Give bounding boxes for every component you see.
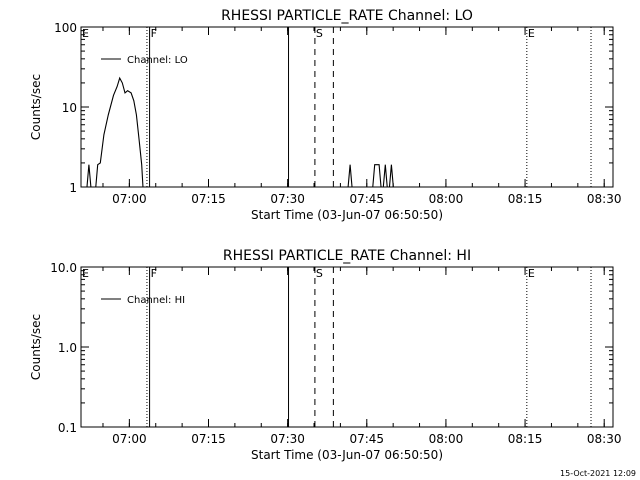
x-tick-label: 07:45 — [349, 192, 384, 206]
event-marker-label: S — [316, 27, 323, 40]
x-tick-label: 08:15 — [508, 192, 543, 206]
y-tick-label: 10.0 — [50, 261, 77, 275]
x-axis-label: Start Time (03-Jun-07 06:50:50) — [251, 208, 443, 222]
x-tick-label: 07:15 — [191, 192, 226, 206]
y-tick-label: 0.1 — [58, 421, 77, 435]
plot-area — [86, 27, 592, 187]
x-tick-label: 07:30 — [270, 192, 305, 206]
y-tick-label: 10 — [62, 101, 77, 115]
legend-label: Channel: LO — [127, 55, 188, 66]
chart-title: RHESSI PARTICLE_RATE Channel: LO — [221, 8, 473, 24]
event-marker-label: F — [151, 267, 157, 280]
event-marker-label: E — [82, 267, 89, 280]
plot-frame — [80, 266, 614, 428]
x-tick-label: 07:00 — [112, 432, 147, 446]
data-series-line — [347, 164, 353, 187]
data-series-line — [95, 76, 144, 187]
x-axis-label: Start Time (03-Jun-07 06:50:50) — [251, 448, 443, 462]
legend-label: Channel: HI — [127, 295, 185, 306]
event-marker-label: E — [82, 27, 89, 40]
data-series-line — [372, 164, 382, 187]
x-tick-label: 08:30 — [587, 432, 622, 446]
plot-area — [146, 267, 592, 427]
y-axis-label: Counts/sec — [29, 314, 43, 380]
x-tick-label: 07:00 — [112, 192, 147, 206]
x-tick-label: 07:45 — [349, 432, 384, 446]
chart-panel-1: RHESSI PARTICLE_RATE Channel: HI E F S E 07:0… — [29, 248, 622, 462]
x-tick-label: 08:00 — [429, 432, 464, 446]
event-marker-label: E — [528, 267, 535, 280]
x-tick-label: 07:15 — [191, 432, 226, 446]
event-marker-label: E — [528, 27, 535, 40]
data-series-line — [388, 164, 394, 187]
event-marker-label: S — [316, 267, 323, 280]
x-tick-label: 08:15 — [508, 432, 543, 446]
x-tick-label: 08:30 — [587, 192, 622, 206]
y-tick-label: 1.0 — [58, 341, 77, 355]
y-tick-label: 100 — [54, 21, 77, 35]
chart-title: RHESSI PARTICLE_RATE Channel: HI — [223, 248, 471, 264]
y-tick-label: 1 — [69, 181, 77, 195]
event-marker-label: F — [151, 27, 157, 40]
y-axis-label: Counts/sec — [29, 74, 43, 140]
data-series-line — [382, 164, 388, 187]
plot-frame — [80, 26, 614, 188]
data-series-line — [86, 164, 92, 187]
x-tick-label: 07:30 — [270, 432, 305, 446]
chart-panel-0: RHESSI PARTICLE_RATE Channel: LO E F S E 07:0… — [29, 8, 622, 222]
plot-timestamp: 15-Oct-2021 12:09 — [560, 469, 636, 478]
x-tick-label: 08:00 — [429, 192, 464, 206]
